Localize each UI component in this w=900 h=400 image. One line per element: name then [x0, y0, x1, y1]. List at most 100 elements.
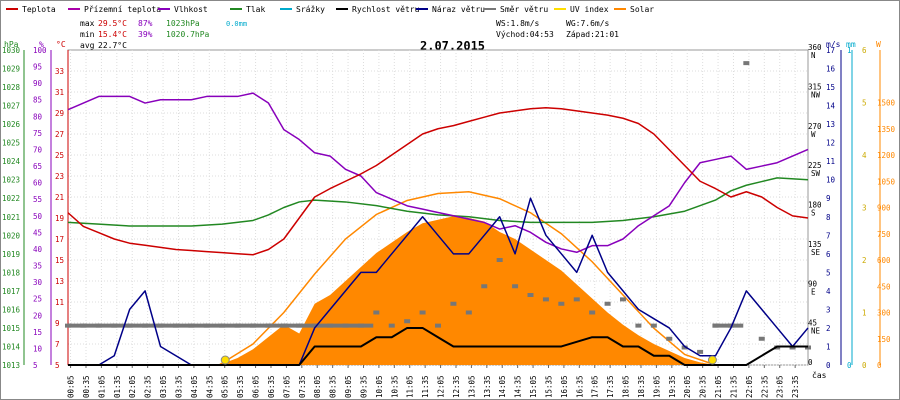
x-tick-label: 10:35 [390, 375, 399, 398]
series-direction-dash [558, 301, 565, 306]
x-tick-label: 06:35 [267, 375, 276, 398]
series-direction-dash [789, 345, 796, 350]
pressure-tick-label: 1016 [2, 305, 21, 314]
uv-tick-label: 3 [862, 204, 867, 213]
x-tick-label: 23:35 [791, 375, 800, 398]
humidity-tick-label: 15 [33, 328, 42, 337]
uv-tick-label: 1 [862, 309, 867, 318]
series-direction-dash [496, 258, 503, 262]
series-solar-max-line [218, 190, 716, 366]
x-tick-label: 02:35 [144, 375, 153, 398]
pressure-tick-label: 1027 [2, 102, 20, 111]
series-direction-dash [404, 319, 411, 324]
humidity-tick-label: 30 [33, 278, 43, 287]
wind-tick-label: 12 [826, 139, 835, 148]
x-tick-label: 22:35 [760, 375, 769, 398]
humidity-tick-label: 40 [33, 245, 43, 254]
wind-tick-label: 11 [826, 157, 835, 166]
series-direction-dash [450, 301, 457, 306]
pressure-tick-label: 1015 [2, 324, 20, 333]
humidity-tick-label: 75 [33, 129, 42, 138]
series-direction-dash [697, 349, 704, 354]
series-direction-dash [758, 336, 765, 341]
temperature-tick-label: 31 [55, 88, 64, 97]
solar-tick-label: 150 [877, 335, 891, 344]
direction-tick-label: 135 [808, 240, 822, 249]
wind-tick-label: 14 [826, 102, 836, 111]
pressure-tick-label: 1030 [2, 46, 21, 55]
x-tick-label: 09:35 [359, 375, 368, 398]
uv-tick-label: 0 [862, 361, 867, 370]
wind-tick-label: 0 [826, 361, 831, 370]
pressure-tick-label: 1021 [2, 213, 20, 222]
x-axis-label: čas [812, 370, 827, 380]
stat-wg: WG:7.6m/s [566, 19, 610, 28]
pressure-tick-label: 1014 [2, 342, 21, 351]
uv-tick-label: 2 [862, 256, 867, 265]
temperature-tick-label: 27 [55, 130, 64, 139]
temperature-tick-label: 21 [55, 193, 64, 202]
x-tick-label: 03:35 [174, 375, 183, 398]
x-tick-label: 13:35 [483, 375, 492, 398]
x-tick-label: 07:05 [282, 375, 291, 398]
series-direction-dash [435, 323, 441, 328]
series-pressure-line [67, 177, 809, 227]
wind-tick-label: 4 [826, 287, 831, 296]
legend [0, 0, 900, 16]
pressure-tick-label: 1022 [2, 194, 20, 203]
stat-sunrise: Východ:04:53 [496, 30, 554, 39]
stat-min-hum: 39% [138, 30, 153, 39]
solar-tick-label: 900 [877, 204, 891, 213]
humidity-tick-label: 55 [33, 195, 42, 204]
unit-degc: °C [56, 40, 66, 49]
pressure-tick-label: 1023 [2, 176, 20, 185]
series-humidity-line [67, 92, 809, 254]
solar-tick-label: 1200 [877, 151, 896, 160]
direction-compass-label: E [811, 287, 816, 296]
x-tick-label: 15:35 [544, 375, 553, 398]
pressure-tick-label: 1013 [2, 361, 20, 370]
unit-mm: mm [846, 40, 856, 49]
uv-marker [220, 355, 230, 365]
humidity-tick-label: 80 [33, 112, 43, 121]
wind-tick-label: 13 [826, 120, 835, 129]
wind-tick-label: 7 [826, 231, 831, 240]
direction-compass-label: NW [811, 90, 821, 99]
x-tick-label: 02:05 [128, 375, 137, 398]
pressure-tick-label: 1020 [2, 231, 21, 240]
solar-tick-label: 600 [877, 256, 891, 265]
x-tick-label: 05:05 [221, 375, 230, 398]
temperature-tick-label: 25 [55, 151, 64, 160]
uv-tick-label: 6 [862, 46, 867, 55]
wind-tick-label: 8 [826, 213, 831, 222]
wind-tick-label: 10 [826, 176, 836, 185]
legend-label: Náraz větru [432, 5, 485, 14]
solar-tick-label: 450 [877, 282, 891, 291]
series-direction-dash [388, 323, 395, 328]
x-tick-label: 23:05 [776, 375, 785, 398]
direction-tick-label: 0 [808, 358, 813, 367]
series-direction-dash [620, 297, 626, 302]
x-tick-label: 05:35 [236, 375, 245, 398]
temperature-tick-label: 15 [55, 256, 64, 265]
legend-label: Vlhkost [174, 5, 208, 14]
legend-label: Směr větru [500, 5, 548, 14]
temperature-tick-label: 13 [55, 277, 64, 286]
x-tick-label: 08:35 [329, 375, 338, 398]
series-direction-dash [604, 301, 611, 306]
x-tick-label: 08:05 [313, 375, 322, 398]
legend-label: Přízemní teplota [84, 5, 161, 14]
stat-min-label: min [80, 30, 95, 39]
unit-hpa: hPa [4, 40, 19, 49]
wind-tick-label: 17 [826, 46, 835, 55]
direction-compass-label: N [811, 51, 816, 60]
series-direction-dash [465, 310, 472, 315]
pressure-tick-label: 1024 [2, 157, 21, 166]
pressure-tick-label: 1018 [2, 268, 21, 277]
humidity-tick-label: 45 [33, 228, 42, 237]
wind-tick-label: 2 [826, 324, 831, 333]
x-tick-label: 00:35 [82, 375, 91, 398]
x-tick-label: 14:35 [514, 375, 523, 398]
x-tick-label: 21:05 [714, 375, 723, 398]
wind-tick-label: 5 [826, 268, 831, 277]
